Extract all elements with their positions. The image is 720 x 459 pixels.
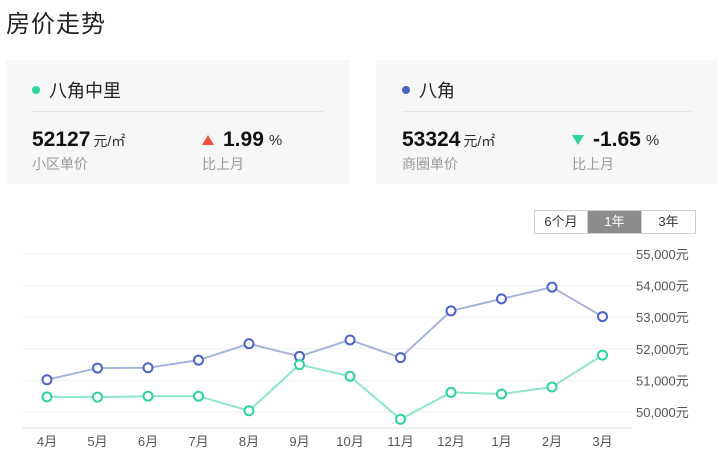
district-change: -1.65	[593, 128, 641, 151]
down-arrow-icon	[572, 135, 584, 145]
data-point	[445, 305, 457, 317]
series-line-1	[46, 286, 604, 381]
data-point	[546, 281, 558, 293]
district-price-unit: 元/㎡	[463, 133, 496, 149]
data-point	[193, 354, 204, 366]
up-arrow-icon	[202, 135, 214, 145]
x-tick-label: 3月	[592, 434, 612, 449]
x-tick-label: 8月	[239, 434, 259, 449]
community-dot-icon	[32, 86, 40, 94]
y-tick-label: 51,000元	[636, 373, 689, 388]
community-price: 52127	[32, 128, 91, 151]
data-point	[92, 391, 103, 403]
district-price-card: 八角 53324 元/㎡ 商圈单价 -1.65 % 比上月	[376, 60, 717, 184]
data-point	[243, 338, 255, 350]
x-tick-label: 5月	[87, 434, 107, 449]
district-change-block: -1.65 % 比上月	[572, 128, 659, 174]
y-tick-label: 50,000元	[636, 405, 689, 420]
community-price-label: 小区单价	[32, 156, 88, 172]
x-tick-label: 7月	[188, 434, 208, 449]
page-title: 房价走势	[6, 11, 106, 38]
district-change-label: 比上月	[572, 156, 614, 172]
x-tick-label: 11月	[387, 434, 414, 449]
community-price-card: 八角中里 52127 元/㎡ 小区单价 1.99 % 比上月	[6, 60, 350, 184]
x-tick-label: 6月	[138, 434, 158, 449]
series-line-2	[46, 354, 604, 421]
community-change-block: 1.99 % 比上月	[202, 128, 282, 174]
tab-3-years[interactable]: 3年	[641, 211, 695, 233]
y-tick-label: 55,000元	[636, 247, 689, 262]
price-trend-chart: 55,000元 54,000元 53,000元 52,000元 51,000元 50,00…	[22, 247, 689, 449]
data-point	[395, 352, 406, 364]
community-change-label: 比上月	[202, 156, 244, 172]
data-point	[142, 362, 154, 374]
community-price-unit: 元/㎡	[93, 133, 126, 149]
data-point	[41, 391, 53, 403]
district-price-label: 商圈单价	[402, 156, 458, 172]
district-header: 八角	[402, 77, 455, 103]
x-tick-label: 10月	[336, 434, 363, 449]
community-price-block: 52127 元/㎡ 小区单价	[32, 128, 125, 174]
y-tick-label: 52,000元	[636, 342, 689, 357]
x-tick-label: 9月	[289, 434, 309, 449]
district-price: 53324	[402, 128, 461, 151]
community-change: 1.99	[223, 128, 264, 151]
data-point	[597, 349, 608, 361]
y-tick-label: 54,000元	[636, 279, 689, 294]
data-point	[496, 388, 507, 400]
community-name: 八角中里	[49, 81, 121, 101]
x-tick-label: 12月	[437, 434, 464, 449]
data-point	[193, 390, 204, 402]
card-divider	[402, 111, 691, 112]
card-divider	[32, 111, 324, 112]
district-name: 八角	[419, 81, 455, 101]
data-point	[496, 293, 507, 305]
data-point	[395, 413, 406, 425]
community-header: 八角中里	[32, 77, 121, 103]
data-point	[344, 334, 356, 346]
data-point	[445, 386, 457, 398]
data-point	[294, 359, 305, 371]
x-tick-label: 2月	[542, 434, 562, 449]
time-range-tabs: 6个月 1年 3年	[534, 210, 696, 234]
y-tick-label: 53,000元	[636, 310, 689, 325]
data-point	[597, 311, 608, 323]
x-tick-label: 1月	[491, 434, 511, 449]
district-price-block: 53324 元/㎡ 商圈单价	[402, 128, 495, 174]
tab-6-months[interactable]: 6个月	[535, 211, 587, 233]
data-point	[41, 374, 53, 386]
data-point	[344, 370, 356, 382]
x-tick-label: 4月	[37, 434, 57, 449]
data-point	[92, 362, 103, 374]
district-change-unit: %	[645, 131, 660, 149]
district-dot-icon	[402, 86, 410, 94]
data-point	[546, 381, 558, 393]
community-change-unit: %	[268, 131, 283, 149]
tab-1-year[interactable]: 1年	[587, 211, 641, 233]
data-point	[243, 405, 255, 417]
data-point	[142, 390, 154, 402]
